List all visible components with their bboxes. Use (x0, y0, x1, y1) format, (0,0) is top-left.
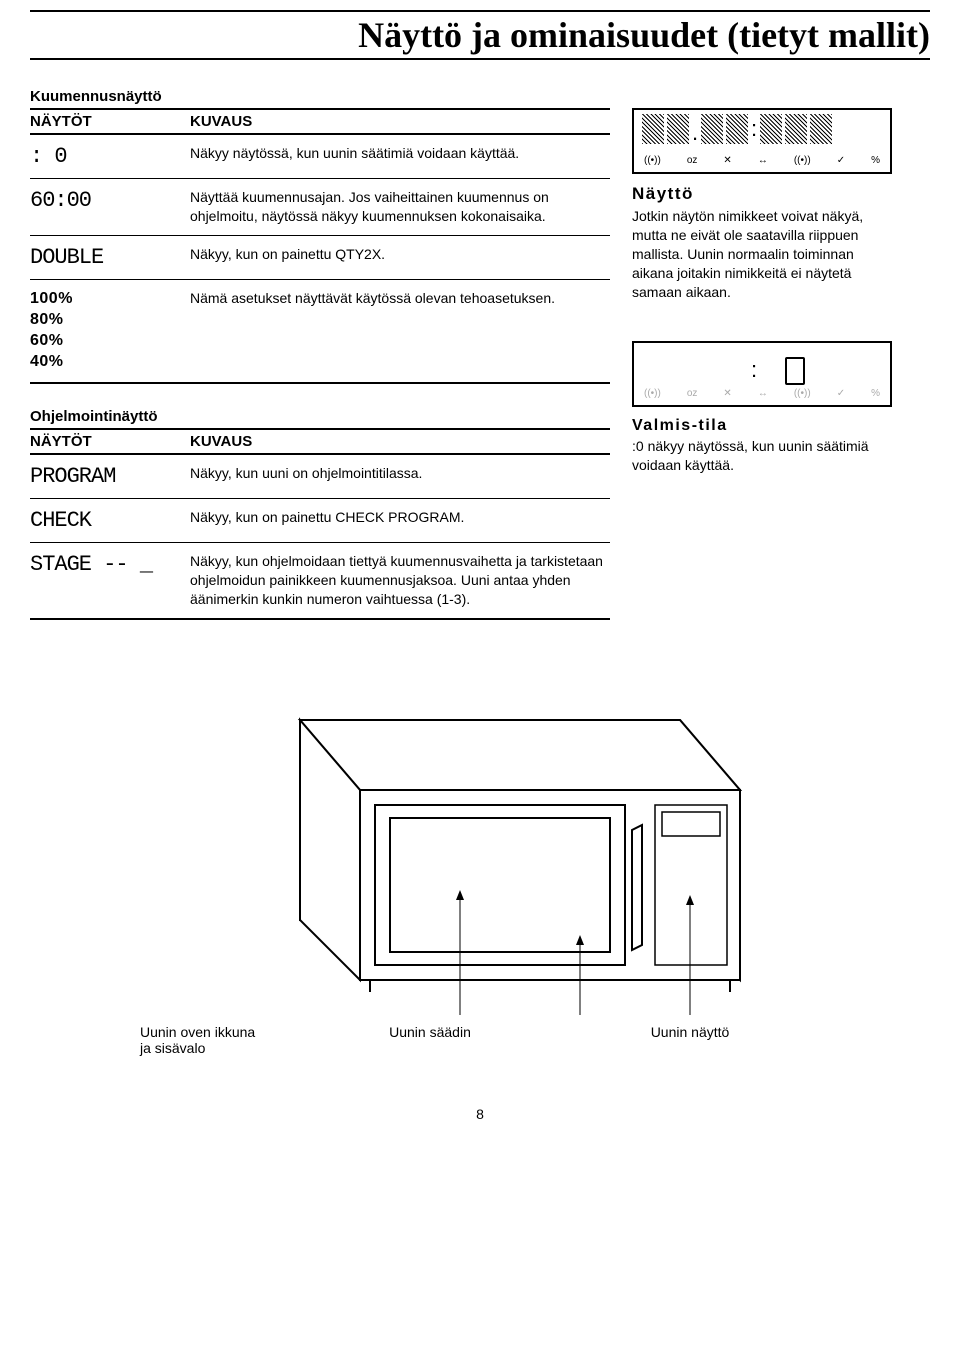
callout-display: Uunin näyttö (560, 1024, 820, 1056)
callout-window: Uunin oven ikkunaja sisävalo (140, 1024, 300, 1056)
oven-diagram-area: Uunin oven ikkunaja sisävalo Uunin säädi… (30, 700, 930, 1056)
programming-display-header: Ohjelmointinäyttö (30, 408, 610, 425)
segment-dot (692, 347, 698, 385)
display-desc: Näkyy, kun on painettu CHECK PROGRAM. (190, 505, 610, 536)
check-icon: ✓ (837, 388, 845, 399)
display-side-header: Näyttö (632, 184, 930, 204)
left-column: Kuumennusnäyttö NÄYTÖT KUVAUS : 0 Näkyy … (30, 88, 610, 620)
display-all-segments: . : ((•)) oz ✕ ↔ ((•)) ✓ % (632, 108, 892, 174)
main-columns: Kuumennusnäyttö NÄYTÖT KUVAUS : 0 Näkyy … (30, 88, 930, 620)
programming-section: Ohjelmointinäyttö NÄYTÖT KUVAUS PROGRAM … (30, 408, 610, 620)
display-desc: Näkyy, kun ohjelmoidaan tiettyä kuumennu… (190, 549, 610, 612)
segment-dot: . (692, 114, 698, 152)
display-standby: : ((•)) oz ✕ ↔ ((•)) ✓ % (632, 341, 892, 407)
segment-digit (667, 114, 689, 144)
display-icon-row: ((•)) oz ✕ ↔ ((•)) ✓ % (642, 155, 882, 166)
display-icon-row-grey: ((•)) oz ✕ ↔ ((•)) ✓ % (642, 388, 882, 399)
segment-zero-outline (785, 357, 805, 385)
check-icon: ✓ (837, 155, 845, 166)
callout-row: Uunin oven ikkunaja sisävalo Uunin säädi… (140, 1024, 820, 1056)
page-number: 8 (30, 1106, 930, 1122)
col-header-desc: KUVAUS (190, 110, 610, 133)
display-side-text: Jotkin näytön nimikkeet voivat näkyä, mu… (632, 207, 892, 301)
segment-digits-row: . : (642, 114, 882, 152)
page-title-bar: Näyttö ja ominaisuudet (tietyt mallit) (30, 10, 930, 60)
table-row: 60:00 Näyttää kuumennusajan. Jos vaiheit… (30, 179, 610, 236)
table-row: PROGRAM Näkyy, kun uuni on ohjelmointiti… (30, 455, 610, 499)
heating-display-header: Kuumennusnäyttö (30, 88, 610, 105)
arrows-icon: ↔ (758, 388, 768, 399)
col-header-desc: KUVAUS (190, 430, 610, 453)
segment-colon: : (751, 114, 757, 152)
prog-table-header: NÄYTÖT KUVAUS (30, 428, 610, 455)
page-title: Näyttö ja ominaisuudet (tietyt mallit) (358, 15, 930, 55)
display-value: DOUBLE (30, 242, 190, 273)
segment-colon: : (751, 355, 757, 385)
display-desc: Näkyy näytössä, kun uunin säätimiä voida… (190, 141, 610, 172)
standby-digit-row: : (642, 347, 882, 385)
display-desc: Näkyy, kun on painettu QTY2X. (190, 242, 610, 273)
segment-digit (701, 114, 723, 144)
display-value: CHECK (30, 505, 190, 536)
oven-diagram (180, 700, 780, 1020)
callout-control: Uunin säädin (300, 1024, 560, 1056)
col-header-displays: NÄYTÖT (30, 110, 190, 133)
display-value: : 0 (30, 141, 190, 172)
wave-icon: ((•)) (644, 388, 661, 399)
segment-digit (726, 114, 748, 144)
right-column: . : ((•)) oz ✕ ↔ ((•)) ✓ % Näyttö Jotkin… (632, 88, 930, 620)
table-row: 100%80%60%40% Nämä asetukset näyttävät k… (30, 280, 610, 383)
display-value: PROGRAM (30, 461, 190, 492)
arrows-icon: ↔ (758, 155, 768, 166)
heating-table-header: NÄYTÖT KUVAUS (30, 108, 610, 135)
segment-digit (760, 114, 782, 144)
oz-icon: oz (687, 155, 698, 166)
display-value: 100%80%60%40% (30, 286, 190, 375)
x-icon: ✕ (723, 388, 731, 399)
display-desc: Nämä asetukset näyttävät käytössä olevan… (190, 286, 610, 375)
segment-blank (726, 355, 748, 385)
display-desc: Näyttää kuumennusajan. Jos vaiheittainen… (190, 185, 610, 229)
segment-blank (760, 355, 782, 385)
segment-blank (701, 355, 723, 385)
segment-blank (667, 355, 689, 385)
wave-icon: ((•)) (794, 155, 811, 166)
percent-icon: % (871, 388, 880, 399)
segment-blank (808, 355, 830, 385)
segment-digit (810, 114, 832, 144)
segment-digit (785, 114, 807, 144)
display-desc: Näkyy, kun uuni on ohjelmointitilassa. (190, 461, 610, 492)
table-row: : 0 Näkyy näytössä, kun uunin säätimiä v… (30, 135, 610, 179)
table-row: CHECK Näkyy, kun on painettu CHECK PROGR… (30, 499, 610, 543)
standby-text: :0 näkyy näytössä, kun uunin säätimiä vo… (632, 437, 892, 475)
table-row: STAGE -- _ Näkyy, kun ohjelmoidaan tiett… (30, 543, 610, 620)
table-row: DOUBLE Näkyy, kun on painettu QTY2X. (30, 236, 610, 280)
percent-icon: % (871, 155, 880, 166)
segment-blank (642, 355, 664, 385)
segment-digit (642, 114, 664, 144)
wave-icon: ((•)) (644, 155, 661, 166)
display-value: 60:00 (30, 185, 190, 229)
standby-header: Valmis-tila (632, 417, 930, 435)
display-value: STAGE -- _ (30, 549, 190, 612)
x-icon: ✕ (723, 155, 731, 166)
col-header-displays: NÄYTÖT (30, 430, 190, 453)
oz-icon: oz (687, 388, 698, 399)
wave-icon: ((•)) (794, 388, 811, 399)
